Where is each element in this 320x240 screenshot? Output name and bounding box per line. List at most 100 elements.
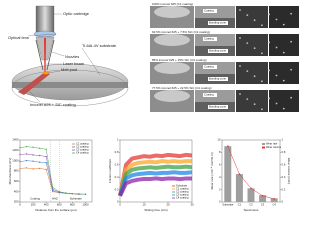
particle	[246, 14, 249, 16]
x-tick-label: 400	[44, 203, 49, 207]
y-tick-label: 800	[14, 169, 19, 173]
region-label: HAZ	[52, 197, 58, 201]
y2-tick-label: 0.2	[282, 187, 286, 191]
melt-pool	[43, 71, 49, 75]
bar	[224, 146, 232, 202]
sem-image	[236, 62, 268, 84]
point	[25, 146, 28, 148]
point	[32, 154, 34, 156]
clad-profile	[154, 34, 190, 46]
y-tick-label: 4	[219, 175, 221, 179]
particle	[268, 97, 271, 100]
figure: Optic cartridge Optical lens Ti-6Al-4V s…	[8, 2, 299, 212]
particle	[275, 74, 278, 77]
bar	[270, 198, 278, 202]
point	[19, 147, 21, 149]
particle	[239, 37, 241, 39]
label: Optical lens	[8, 35, 29, 40]
y-tick-label: 0.2	[115, 187, 119, 191]
particle	[290, 96, 292, 99]
bar	[235, 174, 243, 202]
label: Nozzles	[65, 54, 79, 59]
point	[45, 148, 47, 150]
y2-tick-label: 1	[282, 138, 284, 142]
x-tick-label: C4	[273, 203, 277, 207]
legend-label: Substrate	[176, 184, 188, 188]
particle	[253, 103, 256, 106]
particle	[253, 75, 256, 78]
legend-label: C3 coating	[76, 148, 89, 152]
y-tick-label: 600	[14, 179, 19, 183]
particle	[239, 65, 241, 67]
label: Bonding zone	[209, 49, 227, 53]
x-axis-label: Distance from the surface (µm)	[35, 208, 76, 212]
y-tick-label: 2	[219, 187, 221, 191]
point	[45, 168, 47, 171]
particle	[268, 41, 271, 44]
point	[71, 193, 74, 195]
x-tick-label: 600	[57, 203, 62, 207]
particle	[268, 69, 271, 72]
particle	[282, 51, 285, 54]
x-tick-label: C3	[261, 203, 265, 207]
series-line	[118, 152, 193, 197]
particle	[253, 19, 256, 22]
point	[25, 167, 28, 169]
point	[261, 195, 264, 197]
series-line	[118, 164, 193, 197]
legend-label: C2 coating	[176, 190, 189, 194]
x-axis-label: Sliding time (min)	[144, 208, 167, 212]
label-box	[203, 9, 217, 13]
point	[32, 168, 34, 170]
y-axis-label: Wear rate (×10⁻⁴ mm³/N·m)	[210, 152, 214, 189]
point	[52, 186, 54, 189]
sem-image	[269, 90, 299, 112]
legend-label: C1 coating	[76, 142, 89, 146]
label: Inconel 625 + SiC coating	[30, 102, 76, 107]
particle	[290, 68, 292, 71]
legend-label: C3 coating	[176, 193, 189, 197]
caption: 85% inconel 625 + 15% SiC (C3 coating)	[152, 58, 206, 62]
y-tick-label: 1000	[12, 158, 19, 162]
y2-tick-label: 0.8	[282, 150, 286, 154]
particle	[246, 98, 249, 100]
y-tick-label: 0	[117, 200, 119, 204]
x-tick-label: 1000	[82, 203, 89, 207]
particle	[261, 52, 263, 55]
label-box	[203, 37, 217, 41]
point	[25, 153, 28, 155]
point	[32, 146, 34, 148]
particle	[275, 46, 278, 49]
label-box	[208, 77, 228, 81]
particle	[275, 18, 278, 21]
leaders	[27, 13, 101, 103]
label-box	[208, 105, 228, 109]
particle	[261, 80, 263, 83]
point	[45, 162, 47, 164]
y-axis-label: Microhardness (HV)	[8, 158, 12, 185]
point	[238, 173, 241, 175]
point	[38, 154, 41, 157]
y-tick-label: 0.4	[115, 175, 119, 179]
x-tick-label: C1	[238, 203, 242, 207]
clad-profile	[154, 62, 190, 74]
point	[19, 167, 21, 170]
y-tick-label: 1	[117, 138, 119, 142]
x-tick-label: 20	[166, 203, 170, 207]
y-tick-label: 0.6	[115, 163, 119, 167]
x-tick-label: 0	[19, 203, 21, 207]
schematic: Optic cartridge Optical lens Ti-6Al-4V s…	[8, 5, 129, 107]
point	[19, 161, 21, 163]
label: Bonding zone	[209, 21, 227, 25]
label: Laser beam	[63, 61, 85, 66]
point	[38, 147, 41, 149]
powder-nozzle	[35, 39, 44, 71]
particle	[290, 12, 292, 15]
label-box	[208, 49, 228, 53]
y-tick-label: 0	[219, 200, 221, 204]
point	[250, 187, 252, 190]
label-box	[203, 93, 217, 97]
point	[65, 192, 67, 194]
label: Bonding zone	[209, 77, 227, 81]
